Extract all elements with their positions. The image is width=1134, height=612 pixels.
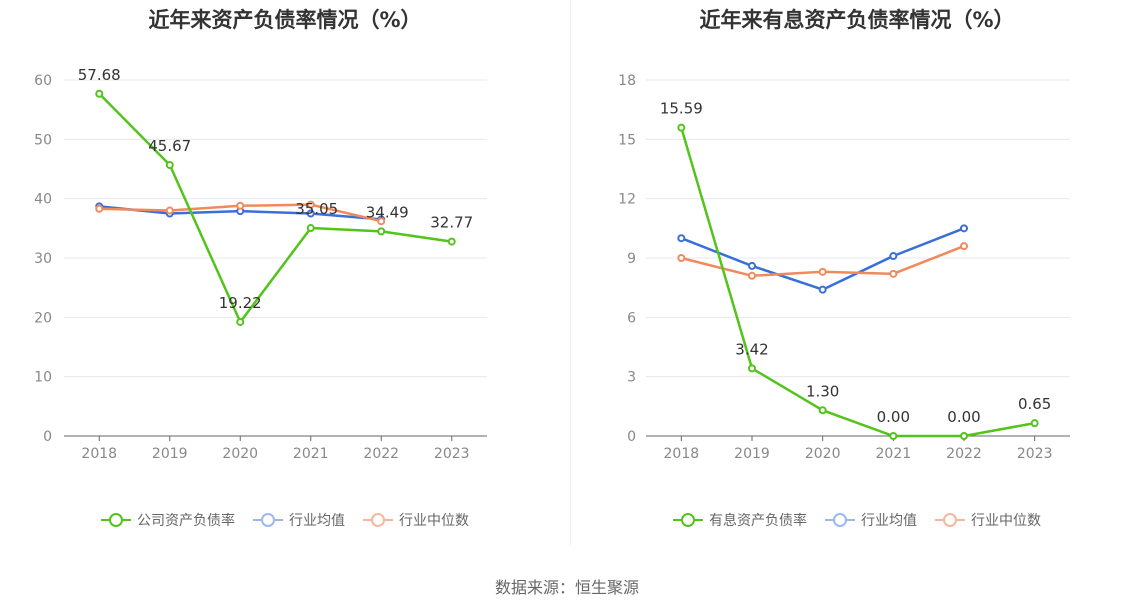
data-point bbox=[1030, 419, 1039, 428]
data-point bbox=[306, 209, 315, 218]
chart-panel-liability-ratio: 近年来资产负债率情况（%） 0 10 20 30 40 50 60 2018 2019 2020 2… bbox=[0, 0, 570, 545]
series-line bbox=[98, 92, 452, 324]
data-point bbox=[236, 201, 245, 210]
data-point bbox=[748, 261, 756, 270]
legend-marker-icon bbox=[935, 513, 965, 527]
data-point bbox=[960, 242, 968, 251]
x-tick-label: 2020 bbox=[805, 446, 841, 462]
legend-label: 行业中位数 bbox=[399, 513, 469, 529]
data-point bbox=[377, 217, 386, 226]
chart-plot: 0 3 6 9 12 15 18 2018 2019 2020 2021 2022 2023 15.59 3… bbox=[618, 73, 1070, 462]
x-tick-label: 2022 bbox=[363, 446, 399, 462]
data-point bbox=[889, 269, 898, 278]
y-tick-label: 20 bbox=[34, 310, 52, 326]
legend-marker-icon bbox=[101, 513, 131, 527]
x-tick-label: 2018 bbox=[664, 446, 700, 462]
legend-marker-icon bbox=[825, 513, 855, 527]
x-tick-label: 2018 bbox=[81, 446, 117, 462]
y-tick-label: 0 bbox=[627, 429, 636, 445]
data-point bbox=[447, 237, 456, 246]
data-label: 19.22 bbox=[219, 294, 262, 312]
chart-plot: 0 10 20 30 40 50 60 2018 2019 2020 2021 2022 2023 57.… bbox=[34, 66, 487, 462]
data-point bbox=[677, 234, 686, 243]
data-point bbox=[960, 224, 968, 233]
data-label: 15.59 bbox=[660, 100, 703, 118]
chart-legend: 公司资产负债率 行业均值 行业中位数 bbox=[0, 510, 570, 530]
data-point bbox=[677, 254, 686, 262]
y-tick-label: 50 bbox=[34, 132, 52, 148]
x-tick-label: 2021 bbox=[876, 446, 912, 462]
legend-item[interactable]: 有息资产负债率 bbox=[673, 510, 807, 530]
y-tick-label: 9 bbox=[627, 251, 636, 267]
legend-marker-icon bbox=[363, 513, 393, 527]
data-point bbox=[95, 89, 104, 98]
data-point bbox=[889, 252, 898, 261]
legend-item[interactable]: 行业均值 bbox=[253, 510, 345, 530]
legend-label: 行业均值 bbox=[289, 513, 345, 529]
y-tick-label: 0 bbox=[43, 429, 52, 445]
data-point bbox=[306, 224, 315, 233]
data-label: 34.49 bbox=[366, 203, 409, 221]
data-point bbox=[889, 432, 898, 440]
data-point bbox=[960, 432, 968, 440]
data-point bbox=[165, 206, 174, 215]
y-tick-label: 6 bbox=[627, 310, 636, 326]
y-tick-label: 30 bbox=[34, 251, 52, 267]
y-tick-label: 18 bbox=[618, 73, 636, 89]
y-tick-label: 40 bbox=[34, 192, 52, 208]
data-label: 35.05 bbox=[295, 200, 338, 218]
x-tick-label: 2020 bbox=[222, 446, 258, 462]
x-tick-label: 2019 bbox=[734, 446, 770, 462]
legend-label: 行业中位数 bbox=[971, 513, 1041, 529]
data-point bbox=[165, 161, 174, 170]
data-point bbox=[818, 406, 827, 415]
data-point bbox=[377, 227, 386, 236]
data-label: 3.42 bbox=[735, 340, 768, 358]
data-point bbox=[95, 204, 104, 213]
legend-item[interactable]: 公司资产负债率 bbox=[101, 510, 235, 530]
chart-title: 近年来资产负债率情况（%） bbox=[148, 8, 422, 32]
data-label: 32.77 bbox=[430, 214, 473, 232]
data-point bbox=[818, 267, 827, 276]
data-point bbox=[236, 317, 245, 326]
y-tick-label: 60 bbox=[34, 73, 52, 89]
data-point bbox=[748, 364, 756, 373]
chart-title: 近年来有息资产负债率情况（%） bbox=[699, 8, 1015, 32]
data-label: 57.68 bbox=[78, 66, 121, 84]
data-point bbox=[748, 271, 756, 280]
data-label: 45.67 bbox=[148, 137, 191, 155]
x-tick-label: 2019 bbox=[152, 446, 188, 462]
y-tick-label: 3 bbox=[627, 370, 636, 386]
data-point bbox=[818, 285, 827, 294]
legend-item[interactable]: 行业中位数 bbox=[935, 510, 1041, 530]
data-point bbox=[306, 200, 315, 209]
series-line bbox=[680, 227, 965, 291]
y-tick-label: 15 bbox=[618, 132, 636, 148]
data-label: 0.65 bbox=[1018, 395, 1051, 413]
data-label: 1.30 bbox=[806, 382, 839, 400]
legend-label: 有息资产负债率 bbox=[709, 513, 807, 529]
x-tick-label: 2023 bbox=[434, 446, 470, 462]
data-point bbox=[677, 123, 686, 132]
legend-label: 公司资产负债率 bbox=[137, 513, 235, 529]
legend-item[interactable]: 行业均值 bbox=[825, 510, 917, 530]
x-tick-label: 2023 bbox=[1017, 446, 1053, 462]
data-label: 0.00 bbox=[947, 408, 980, 426]
data-source-note: 数据来源：恒生聚源 bbox=[494, 578, 639, 597]
data-label: 0.00 bbox=[877, 408, 910, 426]
legend-marker-icon bbox=[673, 513, 703, 527]
x-tick-label: 2022 bbox=[946, 446, 982, 462]
chart-legend: 有息资产负债率 行业均值 行业中位数 bbox=[580, 510, 1134, 530]
legend-marker-icon bbox=[253, 513, 283, 527]
series-line bbox=[680, 127, 1035, 438]
y-tick-label: 12 bbox=[618, 192, 636, 208]
legend-item[interactable]: 行业中位数 bbox=[363, 510, 469, 530]
chart-panel-interest-liability-ratio: 近年来有息资产负债率情况（%） 0 3 6 9 12 15 18 2018 2019 2020 20… bbox=[580, 0, 1134, 545]
panel-divider bbox=[570, 0, 571, 545]
x-tick-label: 2021 bbox=[293, 446, 329, 462]
y-tick-label: 10 bbox=[34, 370, 52, 386]
legend-label: 行业均值 bbox=[861, 513, 917, 529]
